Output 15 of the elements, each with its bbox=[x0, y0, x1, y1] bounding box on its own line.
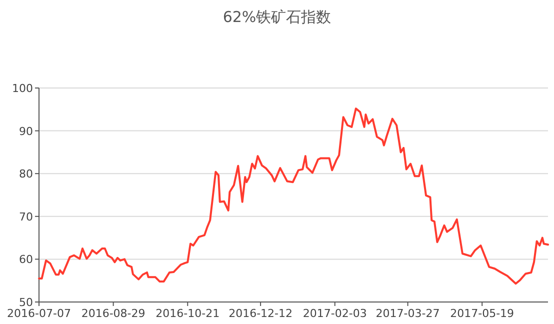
x-tick-label: 2016-08-29 bbox=[81, 307, 146, 320]
y-tick-label: 100 bbox=[12, 82, 33, 95]
x-tick-label: 2017-05-19 bbox=[450, 307, 514, 320]
x-tick-label: 2016-12-12 bbox=[228, 307, 293, 320]
y-tick-label: 50 bbox=[19, 296, 33, 309]
y-tick-label: 60 bbox=[19, 253, 33, 266]
x-tick-label: 2016-10-21 bbox=[156, 307, 220, 320]
y-tick-label: 90 bbox=[19, 124, 33, 138]
line-series bbox=[38, 108, 549, 285]
chart-title: 62%铁矿石指数 bbox=[222, 8, 332, 26]
x-tick-label: 2017-02-03 bbox=[302, 307, 367, 320]
x-tick-label: 2017-03-27 bbox=[376, 307, 440, 320]
y-tick-label: 80 bbox=[19, 168, 33, 181]
y-tick-label: 70 bbox=[19, 210, 33, 224]
x-tick-label: 2016-07-07 bbox=[7, 307, 71, 320]
